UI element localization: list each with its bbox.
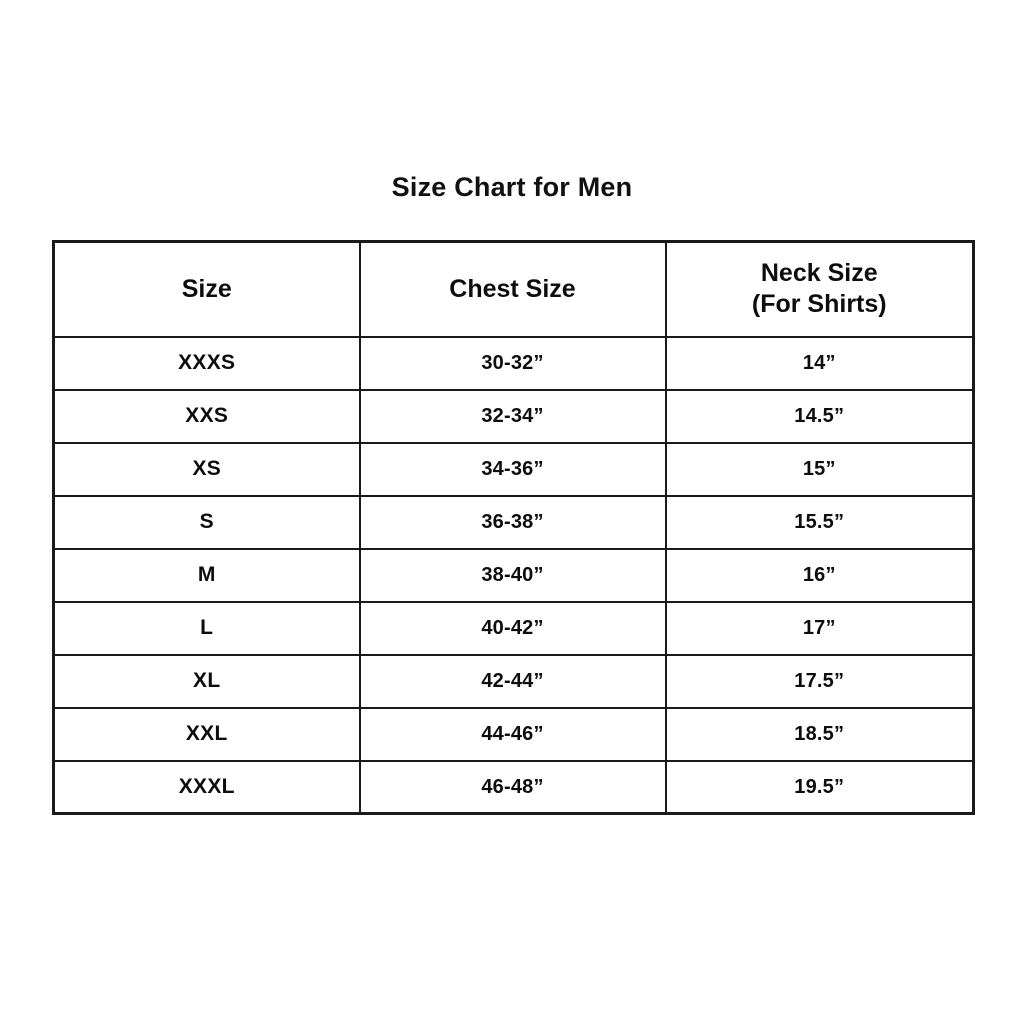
table-row: XXL 44-46” 18.5” [52, 706, 975, 762]
table-row: L 40-42” 17” [52, 600, 975, 656]
cell-size: L [52, 600, 361, 656]
cell-chest: 44-46” [358, 706, 667, 762]
cell-neck: 15.5” [664, 494, 975, 550]
cell-size: XXXL [52, 759, 361, 815]
table-row: S 36-38” 15.5” [52, 494, 975, 550]
size-chart-table-container: Size Chest Size Neck Size (For Shirts) X… [52, 240, 975, 815]
table-row: XS 34-36” 15” [52, 441, 975, 497]
table-row: XXXL 46-48” 19.5” [52, 759, 975, 815]
column-header-neck-size: Neck Size (For Shirts) [664, 240, 975, 338]
cell-chest: 30-32” [358, 335, 667, 391]
table-row: XL 42-44” 17.5” [52, 653, 975, 709]
cell-chest: 42-44” [358, 653, 667, 709]
cell-chest: 36-38” [358, 494, 667, 550]
header-row: Size Chest Size Neck Size (For Shirts) [52, 240, 975, 338]
cell-chest: 40-42” [358, 600, 667, 656]
column-header-size: Size [52, 240, 361, 338]
table-row: XXS 32-34” 14.5” [52, 388, 975, 444]
cell-neck: 19.5” [664, 759, 975, 815]
cell-chest: 38-40” [358, 547, 667, 603]
page-title: Size Chart for Men [391, 172, 633, 202]
cell-neck: 17” [664, 600, 975, 656]
cell-size: XXS [52, 388, 361, 444]
cell-size: XL [52, 653, 361, 709]
cell-neck: 14” [664, 335, 975, 391]
table-body: XXXS 30-32” 14” XXS 32-34” 14.5” XS 34-3… [52, 335, 975, 815]
column-header-chest-size-label: Chest Size [449, 274, 576, 303]
table-row: XXXS 30-32” 14” [52, 335, 975, 391]
column-header-chest-size: Chest Size [358, 240, 667, 338]
column-header-neck-size-label: Neck Size [760, 259, 878, 288]
column-header-size-label: Size [181, 274, 232, 303]
cell-chest: 46-48” [358, 759, 667, 815]
cell-neck: 18.5” [664, 706, 975, 762]
cell-neck: 16” [664, 547, 975, 603]
cell-neck: 14.5” [664, 388, 975, 444]
column-header-neck-size-sublabel: (For Shirts) [751, 290, 887, 319]
cell-size: XS [52, 441, 361, 497]
cell-size: XXL [52, 706, 361, 762]
cell-chest: 32-34” [358, 388, 667, 444]
cell-size: M [52, 547, 361, 603]
cell-size: S [52, 494, 361, 550]
cell-chest: 34-36” [358, 441, 667, 497]
table-header: Size Chest Size Neck Size (For Shirts) [52, 240, 975, 338]
cell-size: XXXS [52, 335, 361, 391]
cell-neck: 15” [664, 441, 975, 497]
cell-neck: 17.5” [664, 653, 975, 709]
size-chart-table: Size Chest Size Neck Size (For Shirts) X… [52, 240, 975, 815]
table-row: M 38-40” 16” [52, 547, 975, 603]
